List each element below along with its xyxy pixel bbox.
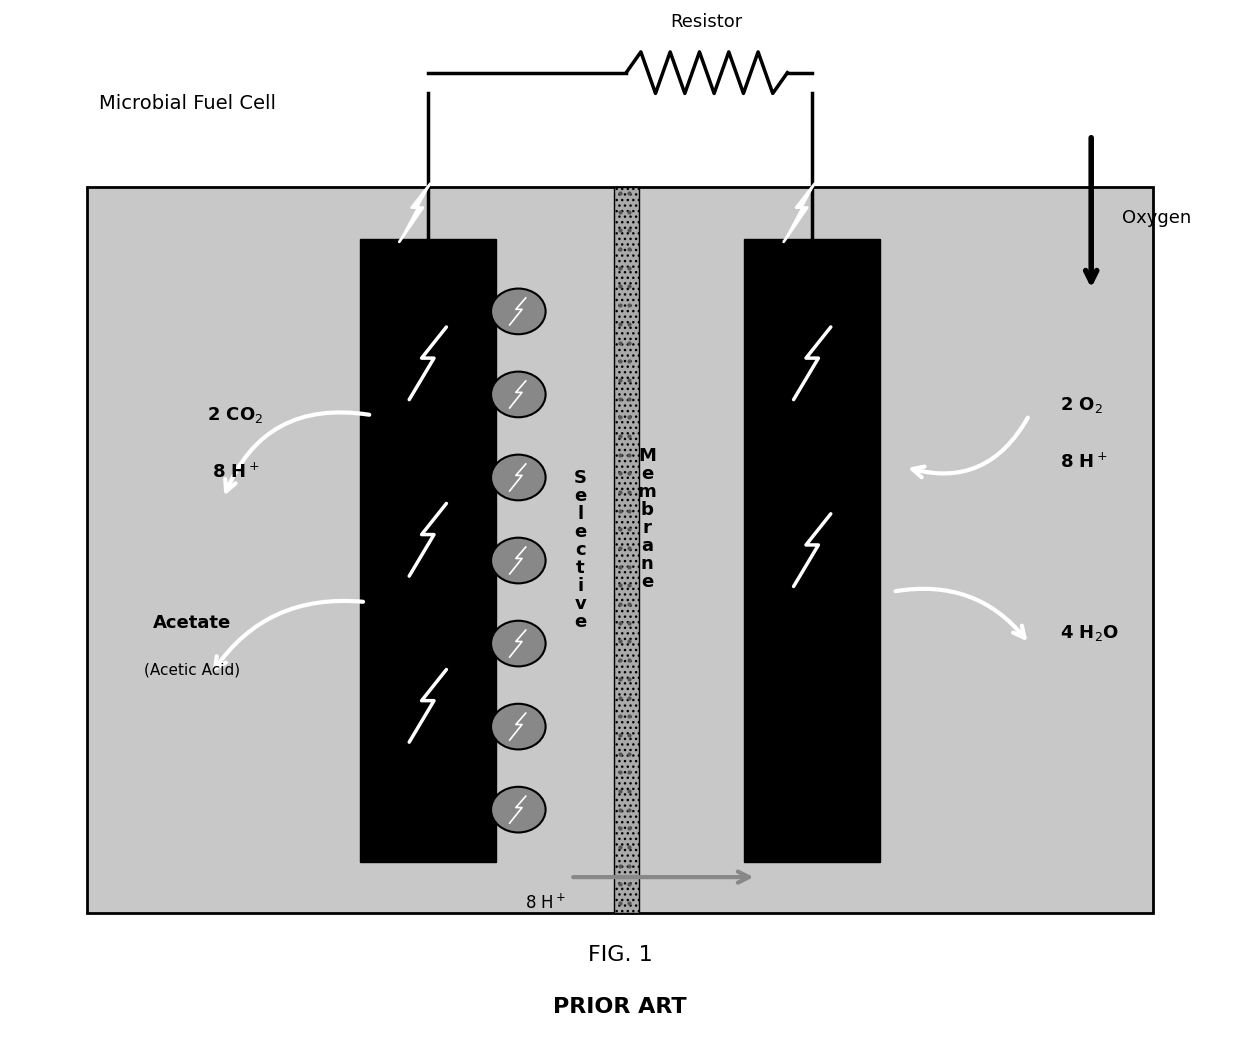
Circle shape	[491, 704, 546, 749]
Polygon shape	[784, 184, 815, 242]
Circle shape	[491, 787, 546, 832]
Text: (Acetic Acid): (Acetic Acid)	[144, 662, 241, 677]
Text: Resistor: Resistor	[671, 13, 743, 31]
Text: M
e
m
b
r
a
n
e: M e m b r a n e	[637, 447, 657, 591]
Bar	[744, 239, 880, 862]
Text: 4 H$_2$O: 4 H$_2$O	[1060, 623, 1120, 644]
Text: 8 H$^+$: 8 H$^+$	[1060, 453, 1107, 471]
FancyBboxPatch shape	[87, 187, 1153, 913]
Bar	[360, 239, 496, 862]
Circle shape	[491, 455, 546, 500]
Circle shape	[491, 289, 546, 334]
Text: PRIOR ART: PRIOR ART	[553, 996, 687, 1017]
Text: 2 CO$_2$: 2 CO$_2$	[207, 405, 264, 426]
Text: S
e
l
e
c
t
i
v
e: S e l e c t i v e	[574, 469, 587, 631]
Text: 2 O$_2$: 2 O$_2$	[1060, 394, 1104, 415]
Text: FIG. 1: FIG. 1	[588, 945, 652, 965]
Polygon shape	[399, 184, 430, 242]
Text: Oxygen: Oxygen	[1122, 209, 1192, 227]
Circle shape	[491, 538, 546, 583]
Circle shape	[491, 372, 546, 417]
Text: 8 H$^+$: 8 H$^+$	[525, 894, 567, 912]
Bar	[614, 187, 639, 913]
Text: Acetate: Acetate	[153, 613, 232, 632]
Text: Microbial Fuel Cell: Microbial Fuel Cell	[99, 94, 277, 113]
Text: 8 H$^+$: 8 H$^+$	[212, 463, 259, 482]
Circle shape	[491, 621, 546, 666]
